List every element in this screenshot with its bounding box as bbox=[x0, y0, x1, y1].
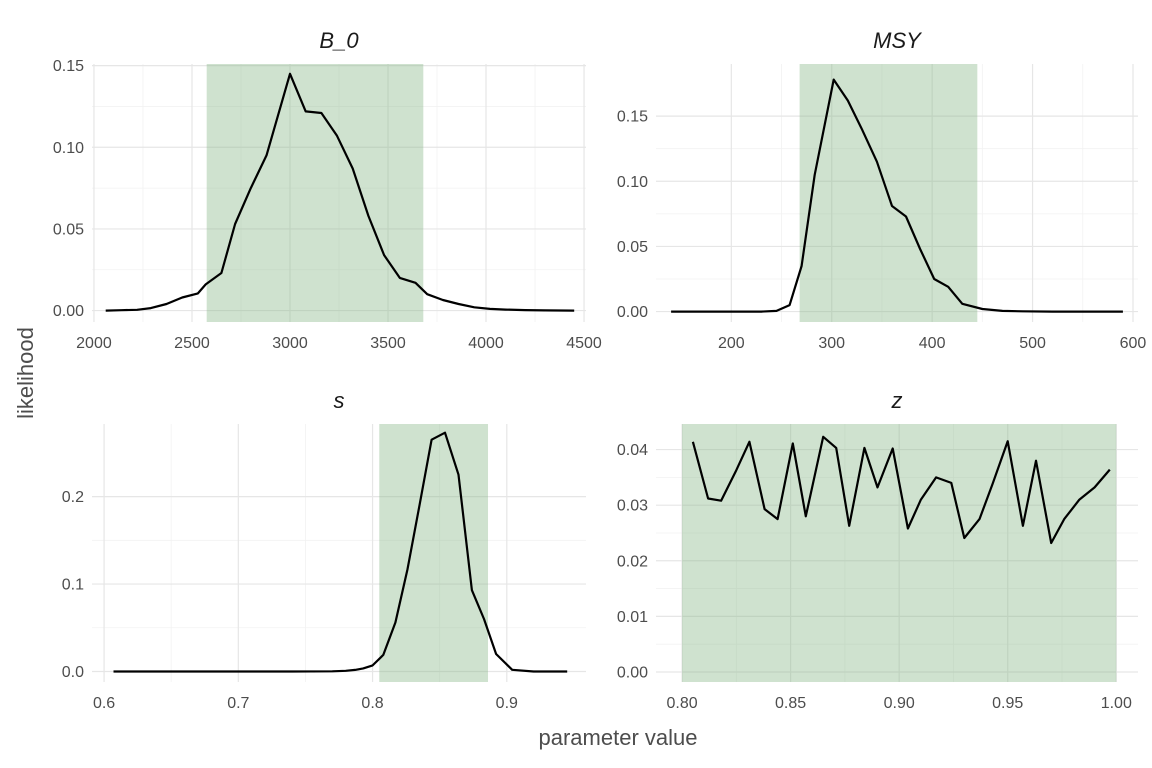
y-tick-label: 0.1 bbox=[62, 577, 84, 594]
x-tick-label: 0.80 bbox=[666, 695, 697, 712]
x-tick-label: 0.7 bbox=[227, 695, 249, 712]
x-tick-label: 0.9 bbox=[496, 695, 518, 712]
y-tick-label: 0.05 bbox=[617, 239, 648, 256]
x-tick-label: 200 bbox=[718, 335, 745, 352]
x-tick-label: 2500 bbox=[174, 335, 210, 352]
y-tick-label: 0.00 bbox=[617, 304, 648, 321]
interval-band bbox=[682, 424, 1117, 682]
facet-panel-2: 200 300 400 500 600 0.00 0.05 0.10 0.15 MSY bbox=[617, 28, 1147, 352]
facet-title: s bbox=[334, 388, 345, 413]
y-tick-label: 0.00 bbox=[617, 664, 648, 681]
x-axis-title: parameter value bbox=[539, 725, 698, 750]
facet-panel-1: 2000 2500 3000 3500 4000 4500 0.00 0.05 0.10 0.15… bbox=[53, 28, 602, 352]
x-tick-label: 1.00 bbox=[1101, 695, 1132, 712]
x-tick-label: 0.95 bbox=[992, 695, 1023, 712]
facet-title: z bbox=[891, 388, 903, 413]
x-tick-label: 0.6 bbox=[93, 695, 115, 712]
likelihood-line bbox=[671, 78, 1123, 313]
y-tick-label: 0.02 bbox=[617, 553, 648, 570]
likelihood-line bbox=[691, 435, 1111, 545]
y-tick-label: 0.05 bbox=[53, 221, 84, 238]
x-tick-label: 3000 bbox=[272, 335, 308, 352]
y-tick-label: 0.04 bbox=[617, 442, 648, 459]
interval-band bbox=[206, 64, 424, 322]
x-tick-label: 3500 bbox=[370, 335, 406, 352]
x-tick-label: 400 bbox=[919, 335, 946, 352]
facet-title: B_0 bbox=[319, 28, 359, 53]
x-tick-label: 4500 bbox=[566, 335, 602, 352]
facet-panel-3: 0.6 0.7 0.8 0.9 0.0 0.1 0.2 s bbox=[62, 388, 586, 712]
y-tick-label: 0.2 bbox=[62, 489, 84, 506]
x-tick-label: 0.90 bbox=[884, 695, 915, 712]
x-tick-label: 4000 bbox=[468, 335, 504, 352]
x-tick-label: 600 bbox=[1120, 335, 1147, 352]
x-tick-label: 0.85 bbox=[775, 695, 806, 712]
y-tick-label: 0.15 bbox=[617, 109, 648, 126]
x-tick-label: 500 bbox=[1019, 335, 1046, 352]
facet-panel-4: 0.80 0.85 0.90 0.95 1.00 0.00 0.01 0.02 0.03 0.04… bbox=[617, 388, 1138, 712]
y-tick-label: 0.10 bbox=[617, 174, 648, 191]
y-tick-label: 0.00 bbox=[53, 303, 84, 320]
x-tick-label: 2000 bbox=[76, 335, 112, 352]
facet-title: MSY bbox=[873, 28, 922, 53]
x-tick-label: 0.8 bbox=[361, 695, 383, 712]
interval-band bbox=[379, 424, 489, 682]
y-tick-label: 0.0 bbox=[62, 664, 84, 681]
likelihood-line bbox=[105, 72, 575, 312]
y-tick-label: 0.15 bbox=[53, 58, 84, 75]
x-tick-label: 300 bbox=[818, 335, 845, 352]
y-axis-title: likelihood bbox=[13, 327, 38, 419]
likelihood-line bbox=[113, 431, 568, 673]
y-tick-label: 0.10 bbox=[53, 140, 84, 157]
y-tick-label: 0.01 bbox=[617, 609, 648, 626]
y-tick-label: 0.03 bbox=[617, 498, 648, 515]
